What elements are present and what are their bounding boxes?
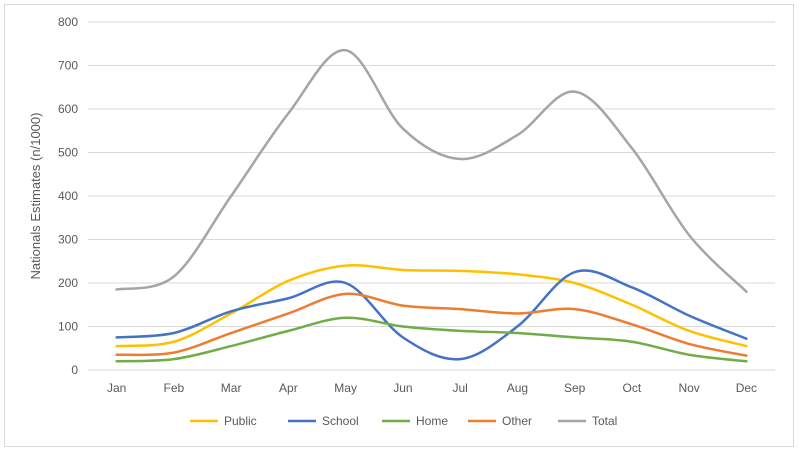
y-tick-label: 0 [71, 363, 78, 377]
x-tick-label: Feb [164, 381, 185, 395]
y-tick-label: 600 [58, 102, 78, 116]
y-tick-label: 300 [58, 233, 78, 247]
series-line-home [115, 316, 748, 363]
x-tick-label: Dec [736, 381, 757, 395]
x-tick-label: Jun [393, 381, 412, 395]
series-line-total [115, 49, 748, 293]
x-axis-ticks: Jan Feb Mar Apr May Jun Jul Aug Sep Oct Nov Dec [107, 381, 757, 395]
series-line-school [115, 269, 748, 361]
x-tick-label: May [334, 381, 357, 395]
series-line-other [115, 292, 748, 357]
legend-label-total: Total [592, 414, 617, 428]
x-tick-label: Mar [221, 381, 242, 395]
y-tick-label: 500 [58, 146, 78, 160]
x-tick-label: Sep [564, 381, 586, 395]
legend-label-public: Public [224, 414, 257, 428]
legend-label-school: School [322, 414, 359, 428]
y-tick-label: 100 [58, 320, 78, 334]
x-tick-label: Apr [279, 381, 298, 395]
x-tick-label: Oct [623, 381, 642, 395]
legend-label-home: Home [416, 414, 448, 428]
legend-label-other: Other [502, 414, 532, 428]
chart-frame [4, 4, 794, 447]
legend: Public School Home Other Total [190, 414, 617, 428]
y-tick-label: 800 [58, 15, 78, 29]
y-axis-label: Nationals Estimates (n/1000) [28, 113, 43, 280]
y-tick-label: 200 [58, 276, 78, 290]
x-tick-label: Nov [678, 381, 699, 395]
series-line-public [115, 263, 748, 348]
y-axis-ticks: 0 100 200 300 400 500 600 700 800 [58, 15, 78, 377]
gridlines [88, 21, 775, 371]
x-tick-label: Jul [452, 381, 467, 395]
x-tick-label: Jan [107, 381, 126, 395]
y-tick-label: 400 [58, 189, 78, 203]
y-tick-label: 700 [58, 59, 78, 73]
series-lines [115, 49, 748, 363]
x-tick-label: Aug [507, 381, 528, 395]
